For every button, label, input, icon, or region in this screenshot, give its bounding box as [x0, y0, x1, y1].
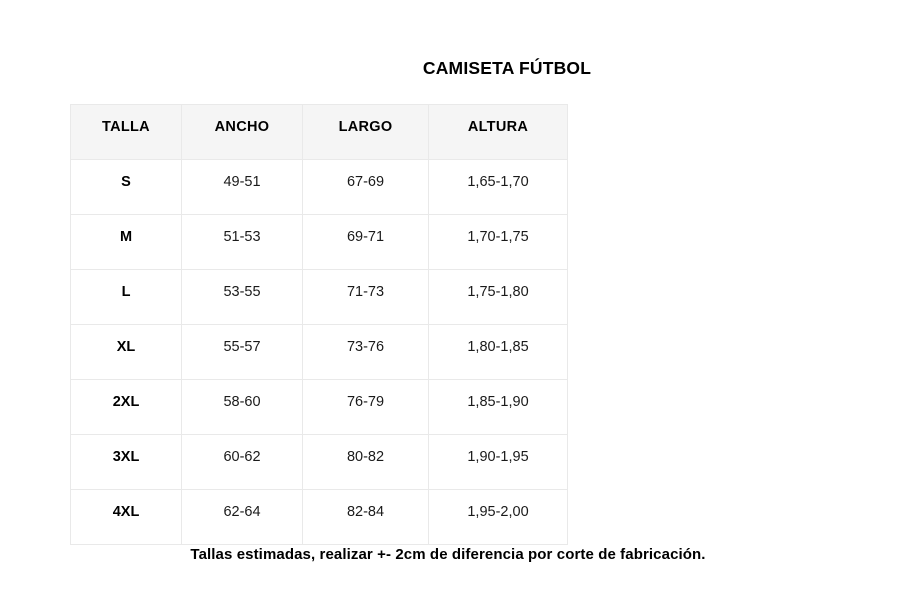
cell-largo: 73-76 [302, 324, 429, 380]
cell-ancho: 53-55 [181, 269, 303, 325]
cell-largo: 71-73 [302, 269, 429, 325]
cell-altura: 1,80-1,85 [428, 324, 568, 380]
cell-altura: 1,85-1,90 [428, 379, 568, 435]
size-chart-table: TALLA ANCHO LARGO ALTURA S 49-51 67-69 1… [70, 104, 568, 545]
cell-ancho: 60-62 [181, 434, 303, 490]
cell-ancho: 55-57 [181, 324, 303, 380]
table-row: 2XL 58-60 76-79 1,85-1,90 [70, 379, 568, 435]
table-row: XL 55-57 73-76 1,80-1,85 [70, 324, 568, 380]
cell-talla: 2XL [70, 379, 182, 435]
cell-ancho: 51-53 [181, 214, 303, 270]
table-row: 4XL 62-64 82-84 1,95-2,00 [70, 489, 568, 545]
cell-talla: M [70, 214, 182, 270]
cell-ancho: 58-60 [181, 379, 303, 435]
cell-altura: 1,70-1,75 [428, 214, 568, 270]
cell-talla: XL [70, 324, 182, 380]
cell-talla: S [70, 159, 182, 215]
cell-altura: 1,95-2,00 [428, 489, 568, 545]
table-row: S 49-51 67-69 1,65-1,70 [70, 159, 568, 215]
table-footnote: Tallas estimadas, realizar +- 2cm de dif… [190, 546, 706, 563]
column-header-ancho: ANCHO [181, 104, 303, 160]
cell-largo: 80-82 [302, 434, 429, 490]
table-row: L 53-55 71-73 1,75-1,80 [70, 269, 568, 325]
column-header-talla: TALLA [70, 104, 182, 160]
column-header-altura: ALTURA [428, 104, 568, 160]
cell-talla: L [70, 269, 182, 325]
cell-talla: 4XL [70, 489, 182, 545]
column-header-largo: LARGO [302, 104, 429, 160]
cell-largo: 69-71 [302, 214, 429, 270]
cell-ancho: 49-51 [181, 159, 303, 215]
page-title: CAMISETA FÚTBOL [422, 58, 592, 78]
cell-altura: 1,90-1,95 [428, 434, 568, 490]
cell-largo: 67-69 [302, 159, 429, 215]
cell-altura: 1,75-1,80 [428, 269, 568, 325]
table-header-row: TALLA ANCHO LARGO ALTURA [70, 104, 568, 160]
table-row: M 51-53 69-71 1,70-1,75 [70, 214, 568, 270]
cell-largo: 82-84 [302, 489, 429, 545]
cell-altura: 1,65-1,70 [428, 159, 568, 215]
cell-largo: 76-79 [302, 379, 429, 435]
table-row: 3XL 60-62 80-82 1,90-1,95 [70, 434, 568, 490]
cell-ancho: 62-64 [181, 489, 303, 545]
cell-talla: 3XL [70, 434, 182, 490]
